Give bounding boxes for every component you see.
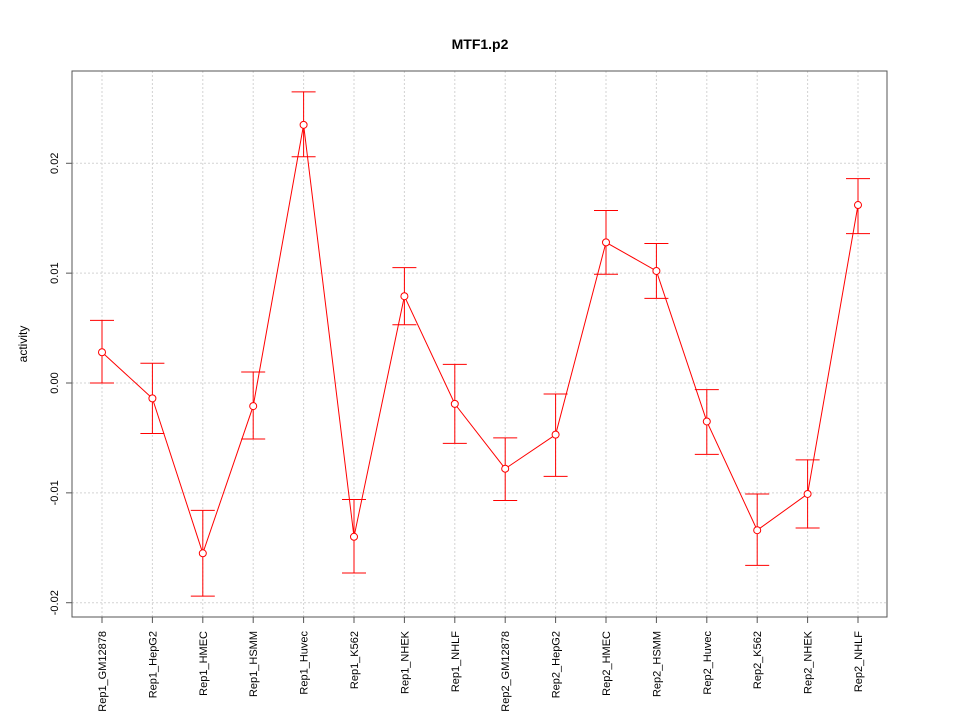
y-tick-label: -0.01 [49,480,61,505]
plot-frame [71,70,888,618]
x-tick-label: Rep2_GM12878 [500,631,512,712]
grid [72,71,887,617]
series-line [101,124,859,555]
x-tick-label: Rep1_GM12878 [97,631,109,712]
data-point [450,399,459,408]
data-point [753,526,762,535]
x-tick-label: Rep1_HMEC [198,631,210,696]
x-tick-label: Rep2_K562 [752,631,764,689]
chart-title: MTF1.p2 [452,36,509,52]
data-point [551,430,560,439]
data-point [249,402,258,411]
data-point [148,394,157,403]
data-point [198,549,207,558]
data-point [602,238,610,247]
series-marks [90,91,870,597]
axes: Rep1_GM12878 Rep1_HepG2 Rep1_HMEC Rep1_HSMM… [49,153,865,712]
x-tick-label: Rep1_NHLF [450,631,462,692]
x-tick-label: Rep2_NHEK [803,630,815,694]
x-tick-label: Rep1_NHEK [399,630,411,694]
data-point [854,201,862,210]
x-tick-label: Rep2_HSMM [651,631,663,697]
data-point [501,464,510,473]
y-tick-label: -0.02 [49,590,61,615]
x-tick-label: Rep1_K562 [349,631,361,689]
y-axis-label: activity [16,326,30,363]
y-tick-label: 0.01 [49,262,61,283]
data-point [702,417,711,426]
x-tick-label: Rep1_HepG2 [147,631,159,698]
data-point [652,266,661,275]
data-point [299,120,308,129]
y-tick-label: 0.00 [49,372,61,393]
x-tick-label: Rep2_HepG2 [551,631,563,698]
x-tick-label: Rep1_Huvec [299,631,311,695]
data-point [98,348,106,357]
y-tick-label: 0.02 [49,153,61,174]
data-point [400,292,409,301]
data-point [803,489,812,498]
x-tick-label: Rep1_HSMM [248,631,260,697]
x-tick-label: Rep2_HMEC [601,631,613,696]
x-tick-label: Rep2_NHLF [853,631,865,692]
data-point [350,532,358,541]
x-tick-label: Rep2_Huvec [702,631,714,695]
